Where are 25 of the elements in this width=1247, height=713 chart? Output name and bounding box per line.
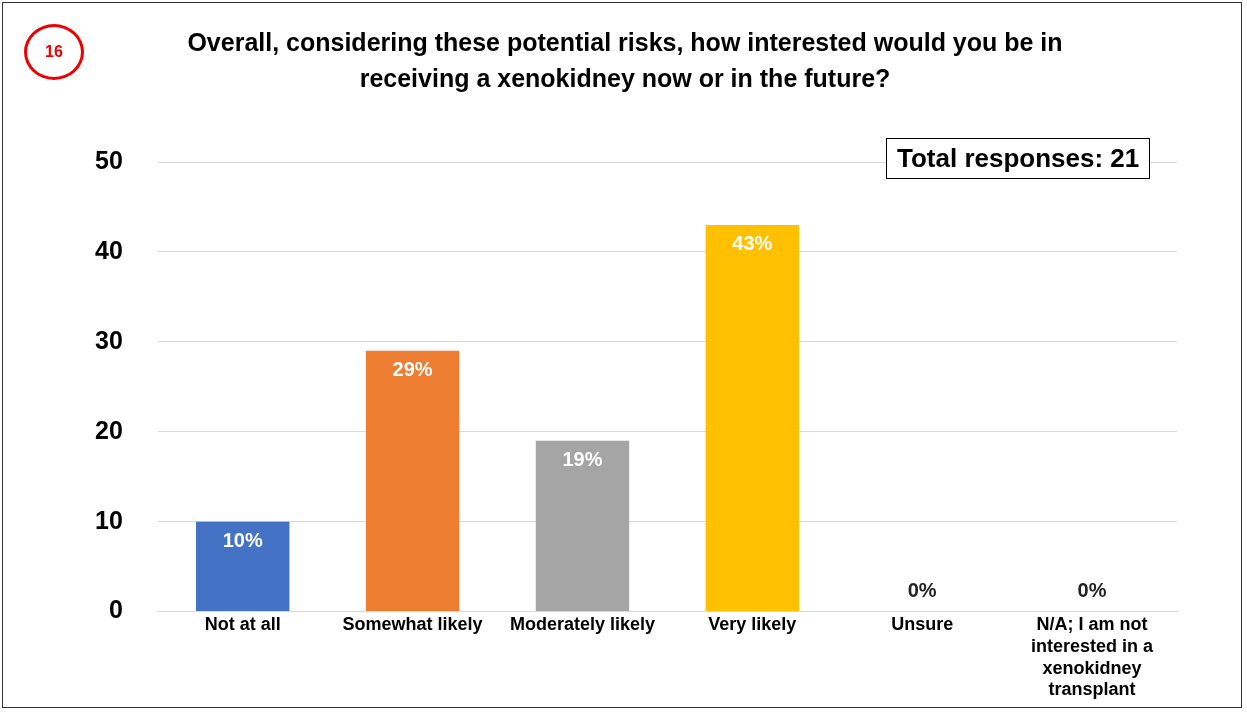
y-tick-label: 40 <box>95 235 123 264</box>
x-tick-label: Moderately likely <box>509 614 656 635</box>
data-label: 0% <box>907 579 937 602</box>
annotation: Total responses: 21 <box>886 138 1151 179</box>
bar <box>535 440 630 612</box>
x-tick-label: Somewhat likely <box>342 614 483 635</box>
y-tick-label: 50 <box>95 145 123 174</box>
y-tick-label: 20 <box>95 415 123 444</box>
y-tick-label: 0 <box>108 595 123 624</box>
bar <box>365 350 460 612</box>
bar <box>196 521 290 612</box>
x-tick-label: Unsure <box>891 614 954 635</box>
x-tick-label: N/A; I am not interested in a xenokidney transplant <box>1031 614 1155 700</box>
data-label: 43% <box>732 232 773 255</box>
x-tick-label: Not at all <box>204 614 281 635</box>
chart-title: Overall, considering these potential risks, how interested would you be in receiving a xenokidney now or in the future? <box>186 27 1064 94</box>
y-tick-label: 30 <box>95 325 123 354</box>
data-label: 10% <box>222 529 263 552</box>
x-tick-label: Very likely <box>708 614 797 635</box>
y-tick-label: 10 <box>95 505 123 534</box>
data-label: 0% <box>1077 579 1107 602</box>
data-label: 19% <box>562 448 603 471</box>
circled-number: 16 <box>24 24 84 80</box>
data-label: 29% <box>392 358 433 381</box>
bar <box>705 224 800 612</box>
